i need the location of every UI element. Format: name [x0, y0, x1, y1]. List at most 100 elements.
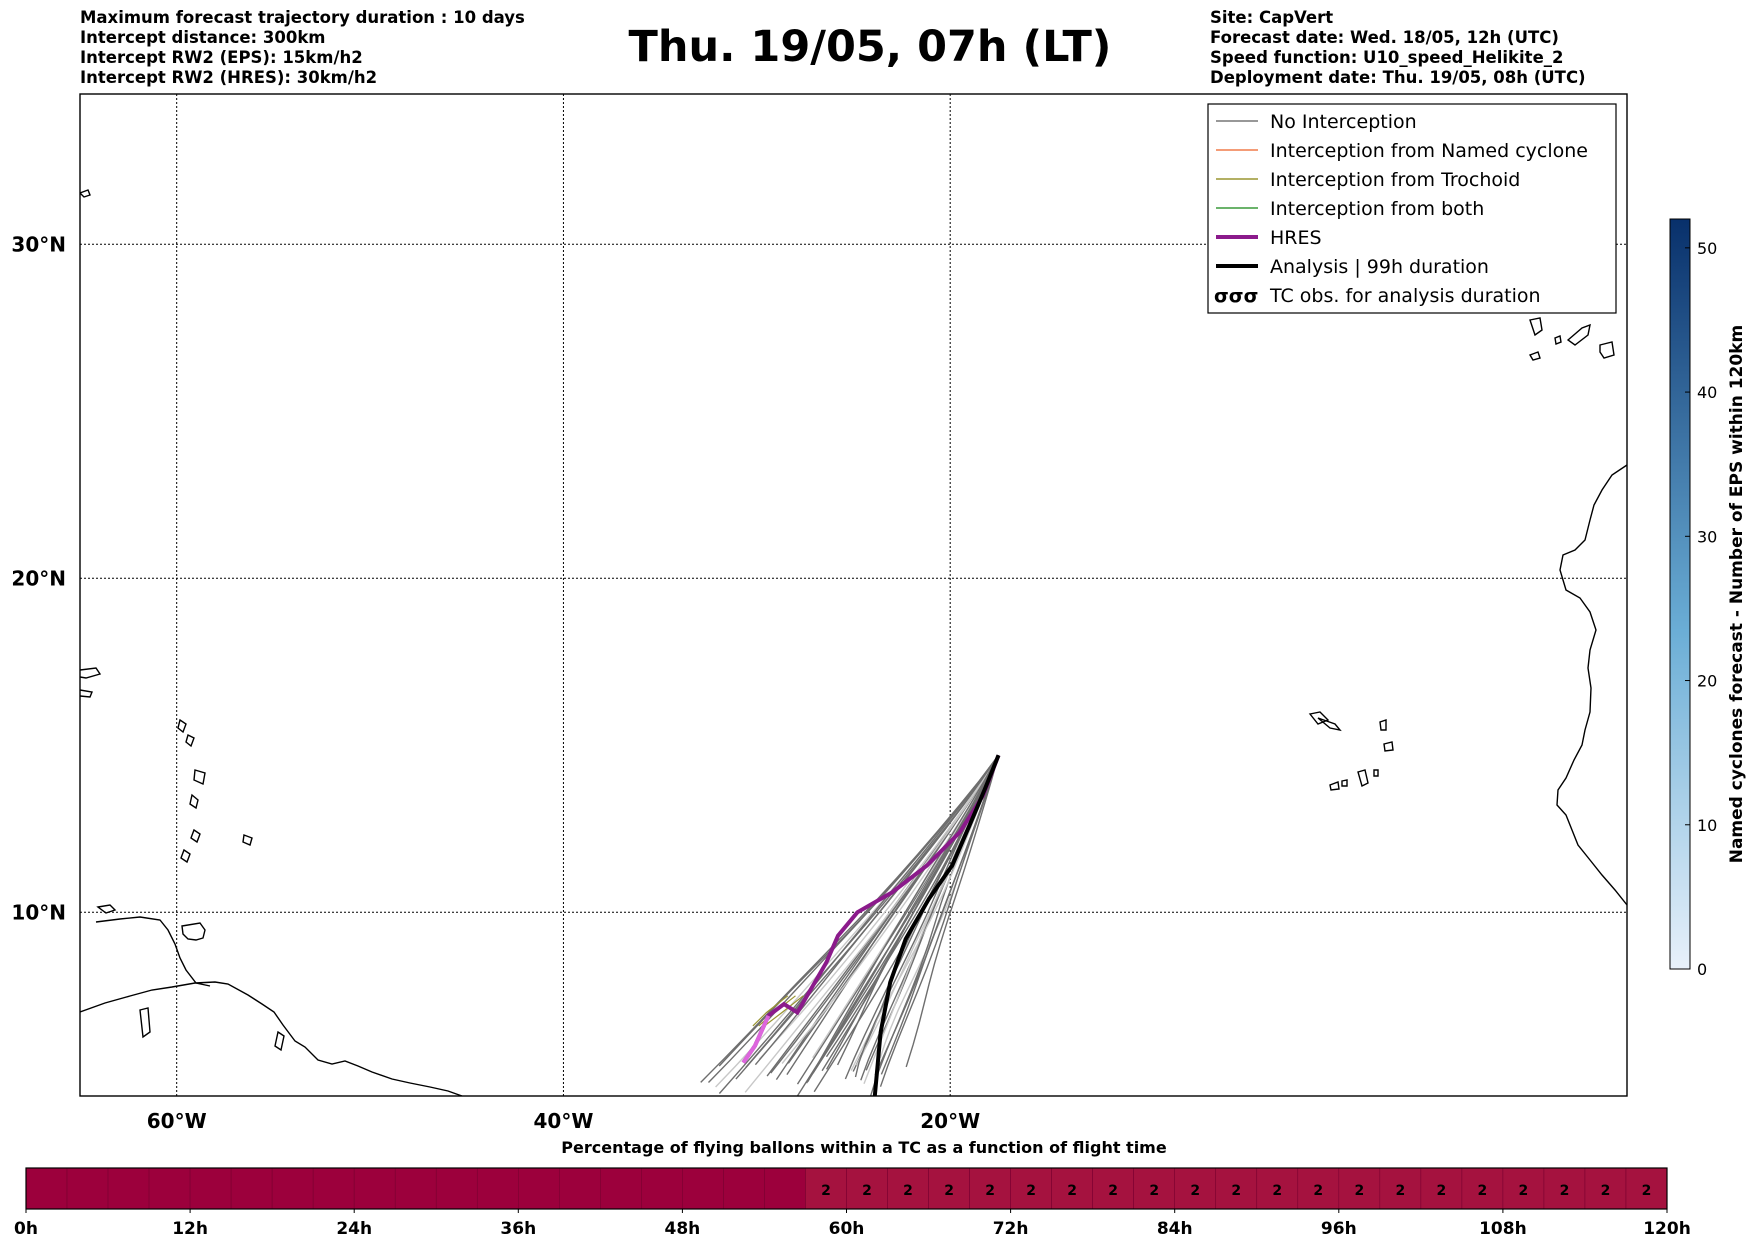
eps-member-trajectory: [812, 754, 1000, 1074]
trochoid-interception-trajectory: [752, 995, 789, 1027]
time-bar-cell: [353, 1167, 396, 1210]
chart-title: Thu. 19/05, 07h (LT): [628, 22, 1112, 72]
legend-box: [1207, 103, 1617, 314]
site-text: Site: CapVert: [1210, 8, 1334, 27]
eps-colorbar: 0 10 20 30 40 50 Named cyclones forecast - Nu…: [1669, 218, 1747, 979]
legend-label: Analysis | 99h duration: [1270, 256, 1489, 278]
island-4: [177, 718, 187, 734]
time-bar-cell: [846, 1167, 888, 1210]
x-tick-label: 60°W: [147, 1109, 207, 1133]
time-bar-cell: [148, 1167, 191, 1210]
intercept-hres-text: Intercept RW2 (HRES): 30km/h2: [80, 68, 378, 87]
x-tick-label: 20°W: [920, 1109, 980, 1133]
time-bar-cell: [805, 1167, 847, 1210]
x-tick-label: 40°W: [533, 1109, 593, 1133]
coastlines: [80, 189, 1627, 1096]
eps-member-trajectory: [879, 755, 1000, 1087]
island-10: [242, 834, 253, 846]
legend: No Interception Interception from Named c…: [1207, 103, 1617, 314]
intercept-eps-text: Intercept RW2 (EPS): 15km/h2: [80, 48, 363, 67]
island-capvert-2: [1379, 719, 1387, 731]
time-bar-cell: [1215, 1167, 1258, 1210]
island-7: [189, 793, 199, 810]
legend-label: No Interception: [1270, 111, 1417, 133]
time-bar-tick-label: 0h: [14, 1219, 38, 1239]
colorbar-gradient: [1669, 218, 1691, 970]
hres-trajectory-tail: [741, 1014, 771, 1064]
time-bar-cell-label: 2: [1601, 1183, 1611, 1199]
time-bar-cell: [517, 1167, 560, 1210]
time-bar-cell-label: 2: [1395, 1183, 1405, 1199]
time-bar-cell: [764, 1167, 806, 1210]
legend-label: TC obs. for analysis duration: [1269, 285, 1541, 307]
island-canary-4: [1554, 335, 1562, 345]
eps-member-trajectory: [754, 754, 1000, 1066]
time-bar-cell-label: 2: [1108, 1183, 1118, 1199]
time-bar-cell: [1420, 1167, 1463, 1210]
time-bar-tick-label: 24h: [336, 1219, 372, 1239]
island-13: [80, 189, 91, 198]
time-bar-cell: [271, 1167, 314, 1210]
time-bar-cell: [1256, 1167, 1299, 1210]
eps-member-trajectory: [758, 754, 1000, 1060]
legend-label: HRES: [1270, 227, 1322, 249]
legend-label: Interception from Named cyclone: [1270, 140, 1588, 162]
colorbar-tick-label: 20: [1697, 672, 1717, 691]
y-tick-label: 30°N: [11, 232, 66, 256]
time-bar-tick-label: 120h: [1643, 1219, 1691, 1239]
speed-function-text: Speed function: U10_speed_Helikite_2: [1210, 48, 1564, 67]
time-bar-tick-label: 108h: [1479, 1219, 1527, 1239]
island-capvert-7: [1341, 779, 1348, 787]
eps-member-trajectory: [718, 754, 1000, 1094]
time-bar-cell: [723, 1167, 765, 1210]
island-6: [193, 769, 206, 786]
time-bar-cell: [682, 1167, 724, 1210]
island-9: [180, 848, 191, 864]
map-frame: [79, 93, 1628, 1097]
header-right-info: Site: CapVert Forecast date: Wed. 18/05,…: [1210, 8, 1586, 88]
island-3: [274, 1030, 285, 1052]
time-bar-tick-label: 72h: [993, 1219, 1029, 1239]
island-capvert-4: [1357, 769, 1369, 788]
time-bar-cell-label: 2: [1272, 1183, 1282, 1199]
coastline-venezuela-north: [95, 916, 211, 987]
colorbar-tick-label: 10: [1697, 816, 1717, 835]
hres-trajectory: [741, 754, 1001, 1064]
island-canary-5: [1528, 351, 1541, 361]
time-bar-cell: [394, 1167, 437, 1210]
time-bar-cell: [641, 1167, 683, 1210]
time-bar-cell-label: 2: [862, 1183, 872, 1199]
trochoid-interception-trajectory: [764, 995, 804, 1027]
island-capvert-6: [1329, 781, 1340, 791]
y-tick-label: 10°N: [11, 900, 66, 924]
time-bar-cell: [435, 1167, 478, 1210]
time-bar-cell-label: 2: [1436, 1183, 1446, 1199]
time-bar-cell: [1502, 1167, 1545, 1210]
time-bar-cell: [969, 1167, 1011, 1210]
time-bar-cell-label: 2: [1519, 1183, 1529, 1199]
island-12: [80, 689, 93, 698]
analysis-trajectory: [872, 754, 1001, 1096]
time-bar-cell: [600, 1167, 642, 1210]
coastline-west-africa: [1556, 464, 1627, 906]
time-bar-cell-label: 2: [944, 1183, 954, 1199]
time-bar-cell: [1010, 1167, 1052, 1210]
time-bar-cell-label: 2: [1190, 1183, 1200, 1199]
time-bar-cell: [1133, 1167, 1176, 1210]
time-bar-cell: [1092, 1167, 1134, 1210]
colorbar-tick-label: 0: [1697, 960, 1707, 979]
colorbar-label: Named cyclones forecast - Number of EPS …: [1727, 325, 1747, 864]
island-11: [80, 667, 102, 679]
time-bar-tick-label: 12h: [172, 1219, 208, 1239]
time-bar-cell: [887, 1167, 929, 1210]
legend-label: Interception from both: [1270, 198, 1484, 220]
island-canary-1: [1529, 317, 1543, 337]
time-bar-tick-label: 96h: [1321, 1219, 1357, 1239]
time-bar-cell: [1338, 1167, 1381, 1210]
time-bar-cell: [66, 1167, 109, 1210]
time-bar-cell: [476, 1167, 519, 1210]
island-5: [185, 733, 195, 748]
max-duration-text: Maximum forecast trajectory duration : 1…: [80, 8, 525, 27]
time-bar-cell: [312, 1167, 355, 1210]
